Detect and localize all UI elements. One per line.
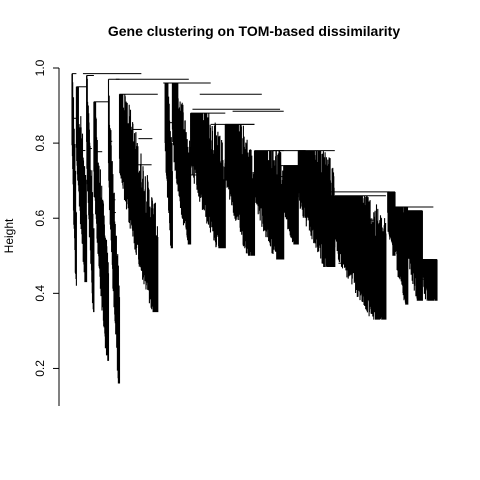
y-tick-label: 0.6	[33, 210, 47, 227]
y-axis-label: Height	[2, 218, 16, 253]
cluster-leaves	[407, 210, 423, 301]
cluster	[164, 82, 173, 249]
cluster-leaves	[283, 165, 299, 245]
y-tick-label: 0.2	[33, 360, 47, 377]
cluster	[421, 259, 438, 301]
cluster-leaves	[421, 259, 438, 301]
cluster-leaves	[190, 113, 226, 249]
cluster-leaves	[71, 73, 77, 286]
cluster-leaves	[297, 150, 336, 267]
cluster-leaves	[334, 195, 387, 320]
cluster	[75, 86, 88, 283]
cluster	[118, 93, 159, 313]
cluster-leaves	[387, 191, 396, 256]
cluster	[334, 195, 387, 320]
cluster	[93, 101, 110, 361]
dendrogram-branches	[71, 73, 438, 384]
y-axis: 0.2 0.4 0.6 0.8 1.0	[33, 59, 60, 406]
cluster-leaves	[171, 83, 192, 245]
cluster	[283, 165, 299, 245]
cluster-leaves	[253, 150, 285, 260]
cluster-leaves	[394, 207, 409, 305]
cluster	[190, 112, 226, 249]
cluster-leaves	[224, 124, 256, 256]
cluster	[107, 78, 121, 384]
cluster	[253, 150, 285, 260]
cluster	[224, 123, 256, 256]
cluster-leaves	[86, 75, 95, 313]
cluster	[387, 191, 396, 256]
cluster	[394, 206, 409, 305]
cluster	[171, 82, 192, 245]
y-tick-label: 1.0	[33, 59, 47, 76]
cluster-leaves	[93, 101, 110, 361]
cluster	[407, 210, 423, 301]
cluster-leaves	[164, 83, 173, 249]
cluster	[297, 150, 336, 267]
cluster	[71, 73, 77, 286]
cluster-leaves	[118, 94, 159, 313]
cluster	[86, 75, 95, 313]
cluster-leaves	[107, 79, 121, 384]
y-tick-label: 0.8	[33, 134, 47, 151]
cluster-leaves	[75, 86, 88, 283]
chart-title: Gene clustering on TOM-based dissimilari…	[108, 23, 400, 39]
y-tick-label: 0.4	[33, 285, 47, 302]
